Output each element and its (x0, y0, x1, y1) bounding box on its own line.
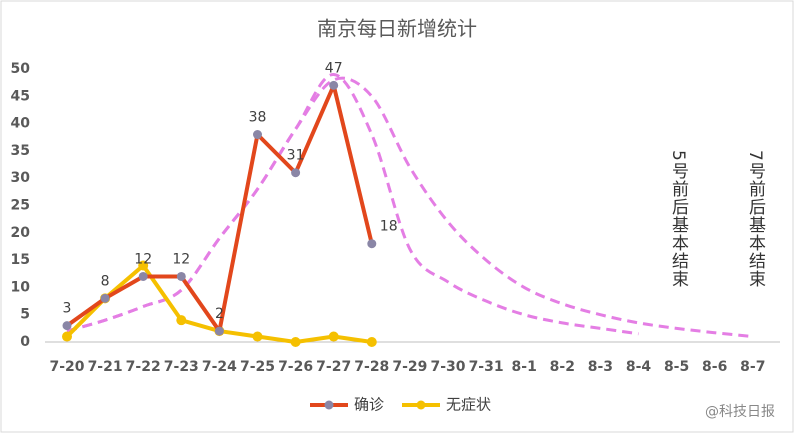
x-tick-label: 8-1 (512, 359, 537, 375)
y-tick-label: 30 (11, 170, 31, 186)
data-point (100, 293, 110, 303)
x-tick-label: 8-3 (588, 359, 613, 375)
data-point (214, 326, 224, 336)
x-tick-label: 7-31 (469, 359, 504, 375)
x-tick-label: 7-22 (126, 359, 161, 375)
x-tick-label: 8-4 (626, 359, 652, 375)
projection-curve (66, 72, 639, 336)
y-tick-label: 50 (11, 61, 31, 77)
x-tick-label: 8-2 (550, 359, 575, 375)
data-label: 12 (134, 251, 152, 267)
x-tick-label: 7-25 (240, 359, 275, 375)
y-tick-label: 15 (11, 252, 30, 268)
y-tick-label: 45 (11, 88, 30, 104)
data-label: 38 (249, 110, 267, 126)
legend-marker (324, 400, 334, 410)
data-point (367, 239, 377, 249)
x-tick-label: 7-23 (164, 359, 199, 375)
data-point (329, 80, 339, 90)
x-tick-label: 7-28 (354, 359, 389, 375)
x-tick-label: 7-24 (202, 359, 237, 375)
y-tick-label: 10 (11, 279, 31, 295)
data-point (290, 337, 301, 347)
watermark: @科技日报 (705, 404, 775, 420)
x-tick-label: 7-21 (88, 359, 123, 375)
data-label: 18 (380, 219, 398, 235)
data-point (62, 321, 72, 331)
y-tick-label: 20 (11, 225, 31, 241)
y-tick-label: 25 (11, 198, 30, 214)
data-label: 2 (215, 306, 224, 322)
data-label: 3 (63, 301, 72, 317)
y-tick-label: 40 (11, 116, 31, 132)
chart-title: 南京每日新增统计 (317, 17, 477, 41)
x-tick-label: 8-6 (702, 359, 727, 375)
data-point (138, 271, 148, 281)
data-point (176, 315, 187, 326)
data-point (138, 260, 149, 271)
data-point (366, 337, 377, 347)
x-tick-label: 7-27 (316, 359, 351, 375)
data-point (253, 130, 262, 140)
x-tick-label: 7-26 (278, 359, 313, 375)
data-point (291, 168, 301, 178)
y-tick-label: 0 (20, 334, 30, 350)
data-label: 31 (287, 148, 305, 164)
x-tick-label: 7-29 (392, 359, 427, 375)
y-tick-label: 35 (11, 143, 30, 159)
data-point (252, 331, 263, 342)
x-tick-label: 8-7 (740, 359, 765, 375)
x-tick-label: 7-30 (430, 359, 465, 375)
data-point (328, 331, 339, 342)
legend-marker (416, 400, 426, 410)
projection-curve (66, 76, 753, 339)
x-tick-label: 7-20 (49, 359, 84, 375)
x-tick-label: 8-5 (664, 359, 689, 375)
data-label: 47 (325, 60, 343, 76)
annotation: 7号前后基本结束 (737, 150, 773, 310)
annotation: 5号前后基本结束 (660, 150, 696, 310)
data-point (62, 331, 72, 342)
legend-label: 无症状 (446, 396, 491, 414)
data-point (176, 271, 186, 281)
y-tick-label: 5 (20, 307, 30, 323)
data-label: 8 (101, 273, 110, 289)
data-label: 12 (172, 251, 190, 267)
legend-label: 确诊 (354, 396, 384, 414)
